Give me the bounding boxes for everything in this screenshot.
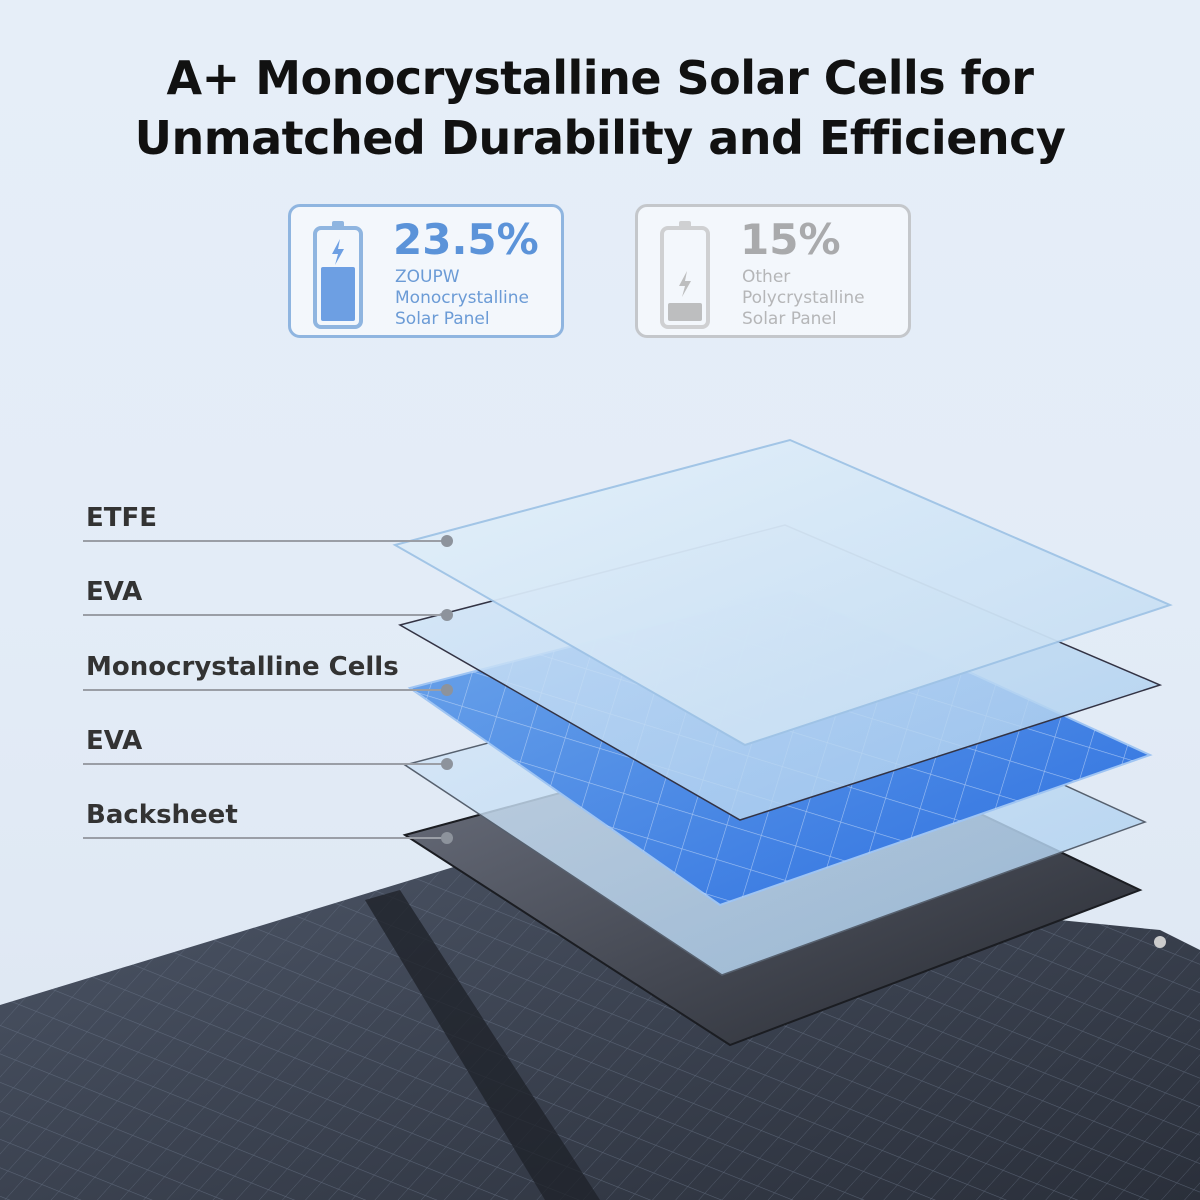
- leader-dots: [441, 535, 453, 844]
- layer-etfe: [392, 438, 1173, 747]
- efficiency-card-other: 15% Other Polycrystalline Solar Panel: [635, 204, 911, 338]
- title-line-2: Unmatched Durability and Efficiency: [134, 111, 1066, 165]
- layer-label-etfe: ETFE: [86, 503, 158, 533]
- efficiency-description: Other Polycrystalline Solar Panel: [742, 267, 865, 329]
- page-title: A+ Monocrystalline Solar Cells for Unmat…: [0, 48, 1200, 168]
- efficiency-description: ZOUPW Monocrystalline Solar Panel: [395, 267, 529, 329]
- layer-label-monocrystalline-cells: Monocrystalline Cells: [86, 652, 399, 682]
- battery-icon: [313, 221, 363, 329]
- layer-label-eva-upper: EVA: [86, 577, 143, 607]
- title-line-1: A+ Monocrystalline Solar Cells for: [166, 51, 1034, 105]
- layer-label-eva-lower: EVA: [86, 726, 143, 756]
- efficiency-value: 15%: [740, 215, 841, 264]
- efficiency-value: 23.5%: [393, 215, 539, 264]
- leader-lines: [83, 540, 447, 839]
- battery-low-icon: [660, 221, 710, 329]
- efficiency-card-zoupw: 23.5% ZOUPW Monocrystalline Solar Panel: [288, 204, 564, 338]
- layer-label-backsheet: Backsheet: [86, 800, 238, 830]
